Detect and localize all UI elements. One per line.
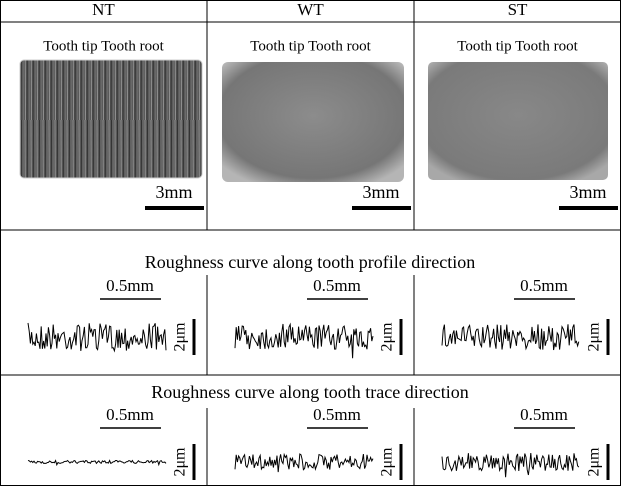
- roughness-curve: [234, 452, 374, 473]
- y-scale-label: 2μm: [379, 447, 396, 477]
- image-caption: Tooth tip Tooth root: [457, 38, 578, 54]
- section-title: Roughness curve along tooth trace direct…: [151, 382, 468, 402]
- y-scale-label: 2μm: [172, 447, 189, 477]
- wt-surface-image: [222, 62, 404, 182]
- x-scale-label: 0.5mm: [106, 405, 154, 424]
- roughness-curve: [441, 452, 580, 478]
- y-scale-label: 2μm: [379, 322, 396, 352]
- roughness-curve: [234, 322, 374, 359]
- y-scale-label: 2μm: [586, 447, 603, 477]
- roughness-curve: [27, 322, 167, 353]
- scale-label: 3mm: [569, 182, 606, 202]
- x-scale-label: 0.5mm: [520, 405, 568, 424]
- scale-label: 3mm: [362, 182, 399, 202]
- column-label: ST: [508, 0, 528, 19]
- x-scale-label: 0.5mm: [106, 276, 154, 295]
- column-label: WT: [297, 0, 324, 19]
- y-scale-label: 2μm: [172, 322, 189, 352]
- image-caption: Tooth tip Tooth root: [250, 38, 371, 54]
- roughness-curve: [27, 459, 167, 467]
- x-scale-label: 0.5mm: [313, 276, 361, 295]
- x-scale-label: 0.5mm: [313, 405, 361, 424]
- column-label: NT: [92, 0, 115, 19]
- scale-label: 3mm: [155, 182, 192, 202]
- st-surface-image: [428, 62, 608, 180]
- image-caption: Tooth tip Tooth root: [43, 38, 164, 54]
- y-scale-label: 2μm: [586, 322, 603, 352]
- section-title: Roughness curve along tooth profile dire…: [145, 252, 475, 272]
- roughness-curve: [441, 323, 580, 351]
- nt-surface-image: [19, 59, 203, 179]
- x-scale-label: 0.5mm: [520, 276, 568, 295]
